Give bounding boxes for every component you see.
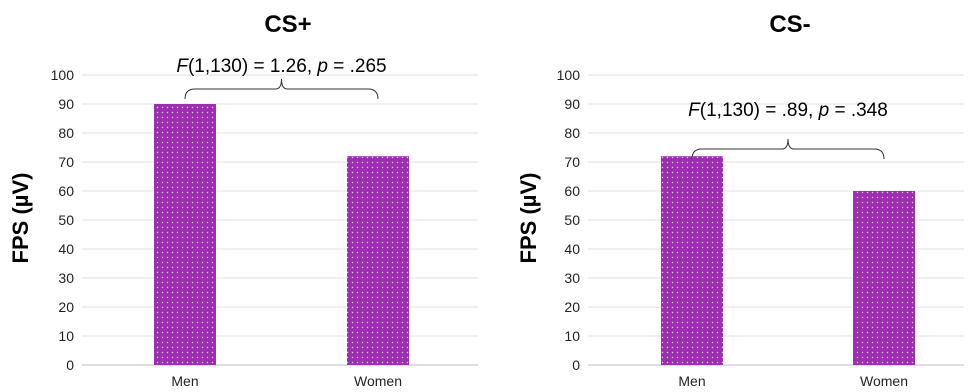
y-tick-label: 30 [58, 270, 74, 286]
y-tick-label: 40 [564, 241, 580, 257]
y-tick-label: 30 [564, 270, 580, 286]
stat-f-label: F [176, 56, 189, 77]
y-tick-labels: 0 10 20 30 40 50 60 70 80 90 100 [51, 67, 75, 373]
stat-p-value: = .265 [328, 56, 387, 77]
category-label: Women [354, 373, 402, 389]
y-tick-label: 10 [58, 328, 74, 344]
stat-df: (1,130) = 1.26, [188, 56, 317, 77]
y-tick-label: 80 [564, 125, 580, 141]
bar-women [853, 191, 915, 365]
chart-title: CS- [769, 11, 810, 38]
y-tick-label: 40 [58, 241, 74, 257]
y-axis-label: FPS (µV) [516, 173, 541, 264]
category-label: Men [678, 373, 705, 389]
y-tick-label: 80 [58, 125, 74, 141]
y-tick-label: 0 [572, 357, 580, 373]
bar-men [661, 156, 723, 365]
y-tick-label: 50 [564, 212, 580, 228]
y-tick-label: 50 [58, 212, 74, 228]
gridlines [82, 74, 478, 366]
y-tick-label: 100 [51, 67, 75, 83]
stat-p-label: p [818, 100, 830, 121]
chart-cs-minus: CS- FPS (µV) 0 10 20 30 40 50 60 70 80 90 100 Men W… [516, 11, 964, 389]
y-tick-label: 70 [58, 154, 74, 170]
y-tick-label: 70 [564, 154, 580, 170]
stat-annotation: F(1,130) = .89, p = .348 [688, 100, 888, 121]
category-labels: Men Women [171, 373, 402, 389]
y-tick-label: 60 [564, 183, 580, 199]
y-tick-label: 0 [66, 357, 74, 373]
y-tick-label: 10 [564, 328, 580, 344]
y-tick-label: 90 [58, 96, 74, 112]
category-label: Men [171, 373, 198, 389]
stat-f-label: F [688, 100, 701, 121]
y-axis-label: FPS (µV) [8, 173, 33, 264]
chart-title: CS+ [264, 11, 311, 38]
category-label: Women [860, 373, 908, 389]
comparison-brace [184, 78, 379, 100]
bar-women [347, 156, 409, 365]
bars [661, 156, 915, 365]
y-tick-label: 20 [58, 299, 74, 315]
y-tick-label: 20 [564, 299, 580, 315]
stat-df: (1,130) = .89, [700, 100, 819, 121]
category-labels: Men Women [678, 373, 908, 389]
y-tick-labels: 0 10 20 30 40 50 60 70 80 90 100 [557, 67, 581, 373]
comparison-brace [691, 138, 885, 160]
chart-cs-plus: CS+ FPS (µV) 0 10 20 30 40 50 60 70 80 90 100 Men W… [8, 11, 478, 389]
y-tick-label: 90 [564, 96, 580, 112]
stat-annotation: F(1,130) = 1.26, p = .265 [176, 56, 386, 77]
stat-p-value: = .348 [829, 100, 888, 121]
bars [154, 104, 409, 365]
bar-men [154, 104, 216, 365]
y-tick-label: 100 [557, 67, 581, 83]
y-tick-label: 60 [58, 183, 74, 199]
stat-p-label: p [316, 56, 328, 77]
